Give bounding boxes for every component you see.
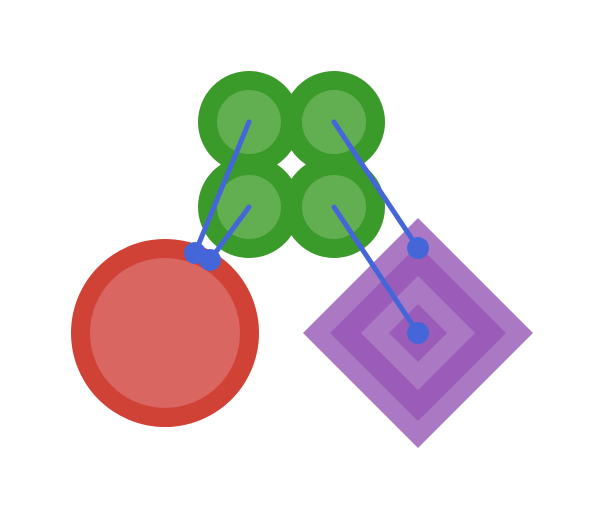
connector-3-endpoint	[407, 237, 429, 259]
connector-4	[331, 204, 421, 336]
connector-2-endpoint	[199, 249, 221, 271]
red-circle-inner	[90, 258, 240, 408]
red-circle	[71, 239, 259, 427]
connectors	[184, 119, 429, 344]
connector-4-endpoint	[407, 322, 429, 344]
connector-3	[331, 119, 421, 251]
green-circle-cluster	[198, 71, 385, 258]
connector-1	[192, 119, 252, 256]
